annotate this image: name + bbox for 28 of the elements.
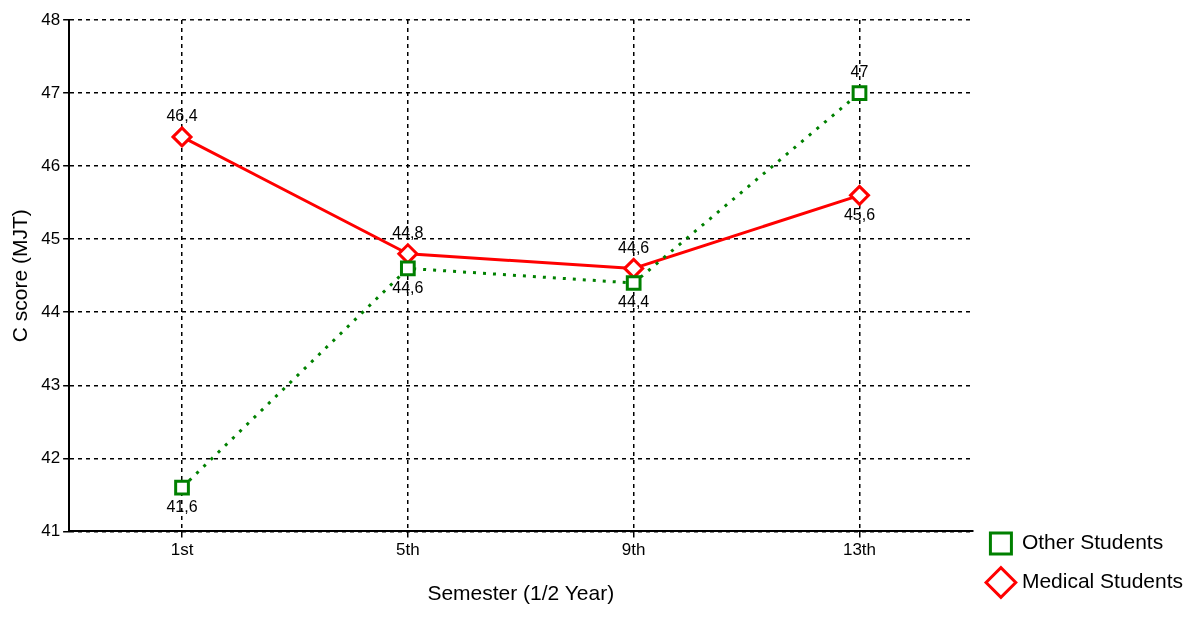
x-tick-label: 1st — [170, 540, 194, 560]
y-tick-label: 42 — [41, 448, 61, 468]
data-label: 45,6 — [843, 205, 876, 223]
point — [851, 85, 868, 101]
y-axis-title: C score (MJT) — [8, 209, 32, 343]
data-label: 44,6 — [392, 278, 424, 296]
x-tick-label: 5th — [396, 540, 420, 560]
point — [399, 260, 416, 277]
y-tick-label: 46 — [41, 155, 61, 175]
x-tick-label: 9th — [621, 540, 646, 560]
point — [625, 275, 642, 291]
y-tick-label: 41 — [41, 521, 61, 541]
point — [171, 126, 193, 148]
x-tick-label: 13th — [842, 540, 877, 560]
legend-label: Medical Students — [1021, 569, 1183, 593]
data-label: 41,6 — [166, 497, 198, 515]
y-tick-label: 45 — [41, 228, 61, 248]
legend-label: Other Students — [1021, 530, 1164, 554]
y-tick-label: 47 — [41, 82, 61, 102]
data-label: 47 — [850, 63, 869, 81]
data-label: 44,6 — [618, 238, 650, 256]
point — [849, 184, 870, 206]
y-tick-label: 43 — [41, 374, 61, 394]
point — [174, 479, 190, 496]
x-axis-title: Semester (1/2 Year) — [427, 581, 615, 605]
y-tick-label: 48 — [41, 9, 61, 29]
y-tick-label: 44 — [41, 301, 61, 321]
data-label: 46,4 — [166, 107, 198, 125]
